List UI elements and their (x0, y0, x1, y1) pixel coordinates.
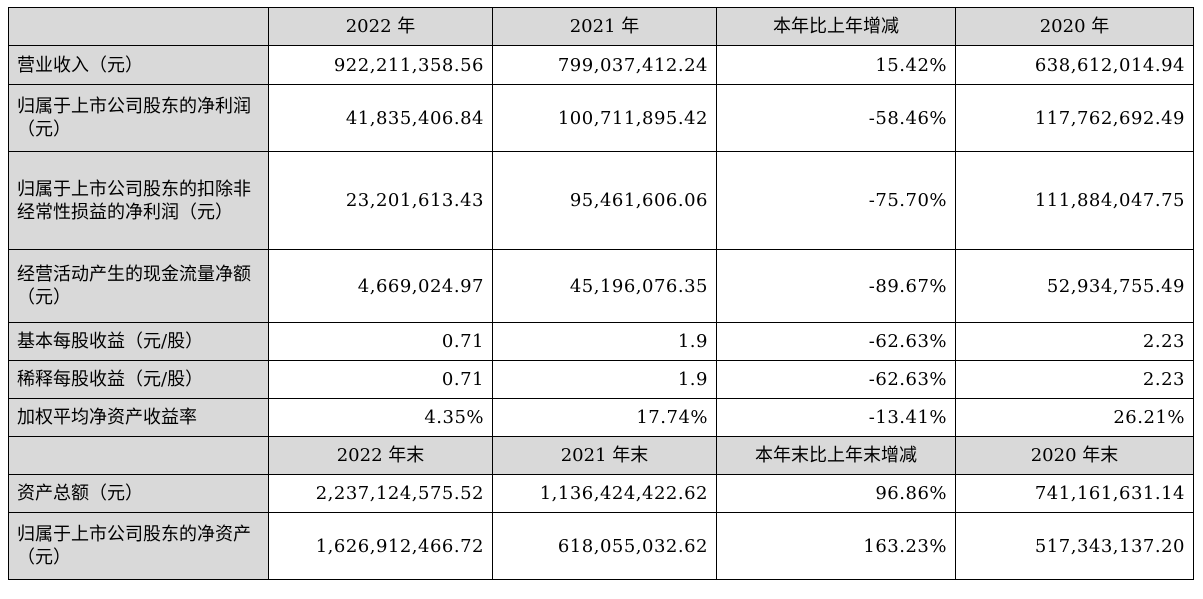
row-label: 营业收入（元） (8, 45, 269, 85)
table-row: 稀释每股收益（元/股） 0.71 1.9 -62.63% 2.23 (8, 360, 1194, 399)
header-corner-cell (8, 7, 269, 46)
value-cell: 741,161,631.14 (955, 474, 1194, 513)
value-cell: -58.46% (716, 84, 956, 152)
row-label: 经营活动产生的现金流量净额（元） (8, 249, 269, 323)
value-cell: 517,343,137.20 (955, 512, 1194, 580)
value-cell: 95,461,606.06 (492, 151, 717, 250)
financial-summary-table: 2022 年 2021 年 本年比上年增减 2020 年 营业收入（元） 922… (8, 7, 1194, 580)
table-header-row: 2022 年末 2021 年末 本年末比上年末增减 2020 年末 (8, 436, 1194, 475)
header-cell: 本年末比上年末增减 (716, 436, 956, 475)
value-cell: 96.86% (716, 474, 956, 513)
header-cell: 2021 年 (492, 7, 717, 46)
value-cell: 1,626,912,466.72 (268, 512, 493, 580)
table-row: 资产总额（元） 2,237,124,575.52 1,136,424,422.6… (8, 474, 1194, 513)
row-label: 加权平均净资产收益率 (8, 398, 269, 437)
value-cell: 117,762,692.49 (955, 84, 1194, 152)
value-cell: -13.41% (716, 398, 956, 437)
value-cell: 4.35% (268, 398, 493, 437)
table-row: 经营活动产生的现金流量净额（元） 4,669,024.97 45,196,076… (8, 249, 1194, 323)
value-cell: 0.71 (268, 322, 493, 361)
value-cell: 26.21% (955, 398, 1194, 437)
value-cell: 111,884,047.75 (955, 151, 1194, 250)
row-label: 归属于上市公司股东的净利润（元） (8, 84, 269, 152)
table-row: 归属于上市公司股东的净资产（元） 1,626,912,466.72 618,05… (8, 512, 1194, 580)
table-header-row: 2022 年 2021 年 本年比上年增减 2020 年 (8, 7, 1194, 46)
row-label: 基本每股收益（元/股） (8, 322, 269, 361)
header-cell: 2021 年末 (492, 436, 717, 475)
value-cell: 1,136,424,422.62 (492, 474, 717, 513)
table-row: 归属于上市公司股东的净利润（元） 41,835,406.84 100,711,8… (8, 84, 1194, 152)
header-corner-cell (8, 436, 269, 475)
row-label: 归属于上市公司股东的净资产（元） (8, 512, 269, 580)
table-row: 基本每股收益（元/股） 0.71 1.9 -62.63% 2.23 (8, 322, 1194, 361)
value-cell: -89.67% (716, 249, 956, 323)
value-cell: 45,196,076.35 (492, 249, 717, 323)
value-cell: 2.23 (955, 322, 1194, 361)
value-cell: 2,237,124,575.52 (268, 474, 493, 513)
table-row: 加权平均净资产收益率 4.35% 17.74% -13.41% 26.21% (8, 398, 1194, 437)
table-row: 归属于上市公司股东的扣除非经常性损益的净利润（元） 23,201,613.43 … (8, 151, 1194, 250)
value-cell: 638,612,014.94 (955, 45, 1194, 85)
value-cell: 0.71 (268, 360, 493, 399)
value-cell: -62.63% (716, 322, 956, 361)
value-cell: 1.9 (492, 322, 717, 361)
value-cell: 17.74% (492, 398, 717, 437)
row-label: 稀释每股收益（元/股） (8, 360, 269, 399)
header-cell: 2022 年 (268, 7, 493, 46)
value-cell: -62.63% (716, 360, 956, 399)
value-cell: -75.70% (716, 151, 956, 250)
value-cell: 618,055,032.62 (492, 512, 717, 580)
header-cell: 2020 年末 (955, 436, 1194, 475)
value-cell: 2.23 (955, 360, 1194, 399)
row-label: 资产总额（元） (8, 474, 269, 513)
header-cell: 2022 年末 (268, 436, 493, 475)
header-cell: 2020 年 (955, 7, 1194, 46)
value-cell: 163.23% (716, 512, 956, 580)
value-cell: 15.42% (716, 45, 956, 85)
value-cell: 4,669,024.97 (268, 249, 493, 323)
value-cell: 23,201,613.43 (268, 151, 493, 250)
value-cell: 100,711,895.42 (492, 84, 717, 152)
table-row: 营业收入（元） 922,211,358.56 799,037,412.24 15… (8, 45, 1194, 85)
header-cell: 本年比上年增减 (716, 7, 956, 46)
row-label: 归属于上市公司股东的扣除非经常性损益的净利润（元） (8, 151, 269, 250)
value-cell: 1.9 (492, 360, 717, 399)
value-cell: 52,934,755.49 (955, 249, 1194, 323)
value-cell: 799,037,412.24 (492, 45, 717, 85)
value-cell: 922,211,358.56 (268, 45, 493, 85)
value-cell: 41,835,406.84 (268, 84, 493, 152)
